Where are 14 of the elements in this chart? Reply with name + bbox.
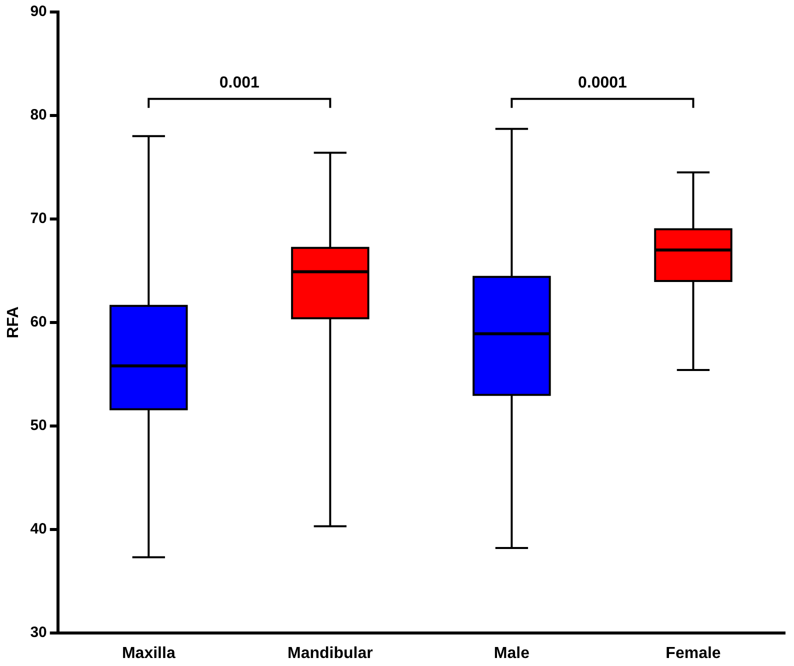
x-tick-label: Maxilla [122,644,176,662]
y-tick-label: 80 [30,106,47,124]
y-tick-label: 30 [30,624,47,641]
y-tick-label: 90 [30,3,47,20]
y-tick-label: 50 [30,417,47,434]
x-tick-label: Mandibular [288,644,373,662]
y-axis-title: RFA [5,306,22,338]
y-tick-label: 40 [30,520,47,538]
y-tick-label: 70 [30,210,47,228]
x-tick-label: Male [494,644,530,662]
annotation: 0.001 [219,74,260,92]
annotation: 0.0001 [578,74,628,92]
y-tick-label: 60 [30,314,47,331]
x-tick-label: Female [666,644,721,662]
